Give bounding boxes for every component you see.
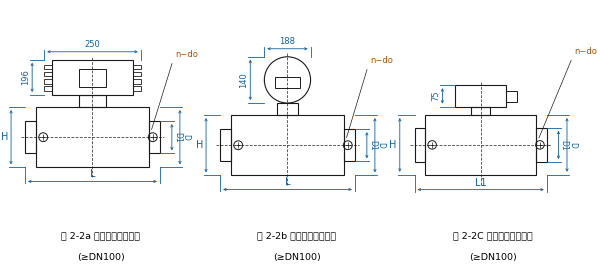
- Text: D1: D1: [560, 139, 569, 150]
- Text: 140: 140: [239, 72, 248, 88]
- Bar: [536, 128, 547, 162]
- Text: H: H: [389, 140, 397, 150]
- Bar: [25, 121, 36, 153]
- Text: D: D: [376, 142, 385, 148]
- Text: D1: D1: [173, 132, 182, 142]
- Text: D: D: [568, 142, 577, 148]
- Text: L1: L1: [475, 178, 487, 187]
- Text: H: H: [1, 132, 8, 142]
- Text: 图 2-2C 分离型电磁流量计: 图 2-2C 分离型电磁流量计: [454, 232, 533, 241]
- Bar: [133, 79, 140, 84]
- Text: n−do: n−do: [574, 47, 598, 56]
- Bar: [471, 107, 490, 115]
- Text: (≥DN100): (≥DN100): [273, 253, 321, 262]
- Text: n−do: n−do: [175, 50, 198, 59]
- Bar: [133, 65, 140, 69]
- Text: (≥DN100): (≥DN100): [469, 253, 517, 262]
- Bar: [44, 86, 52, 91]
- Text: D: D: [181, 134, 190, 140]
- Bar: [44, 65, 52, 69]
- Text: H: H: [196, 140, 203, 150]
- Text: L: L: [285, 178, 290, 187]
- Text: 图 2-2a 一体型电磁流量计: 图 2-2a 一体型电磁流量计: [61, 232, 140, 241]
- Bar: [44, 79, 52, 84]
- Bar: [231, 115, 344, 175]
- Text: 188: 188: [280, 37, 295, 46]
- Bar: [79, 69, 106, 87]
- Bar: [133, 86, 140, 91]
- Bar: [277, 103, 298, 115]
- Text: L: L: [90, 169, 95, 179]
- Bar: [79, 95, 106, 107]
- Bar: [149, 121, 160, 153]
- Bar: [455, 85, 506, 107]
- Bar: [275, 77, 299, 88]
- Text: 196: 196: [21, 69, 30, 85]
- Bar: [415, 128, 425, 162]
- Text: 75: 75: [431, 91, 440, 101]
- Bar: [52, 60, 133, 95]
- Bar: [36, 107, 149, 167]
- Bar: [44, 72, 52, 76]
- Text: D1: D1: [368, 140, 377, 150]
- Text: (≥DN100): (≥DN100): [77, 253, 125, 262]
- Text: 250: 250: [85, 40, 100, 49]
- Bar: [425, 115, 536, 175]
- Bar: [506, 91, 517, 102]
- Text: n−do: n−do: [370, 56, 393, 65]
- Bar: [344, 129, 355, 161]
- Text: 图 2-2b 一体型电磁流量计: 图 2-2b 一体型电磁流量计: [257, 232, 337, 241]
- Bar: [133, 72, 140, 76]
- Bar: [220, 129, 231, 161]
